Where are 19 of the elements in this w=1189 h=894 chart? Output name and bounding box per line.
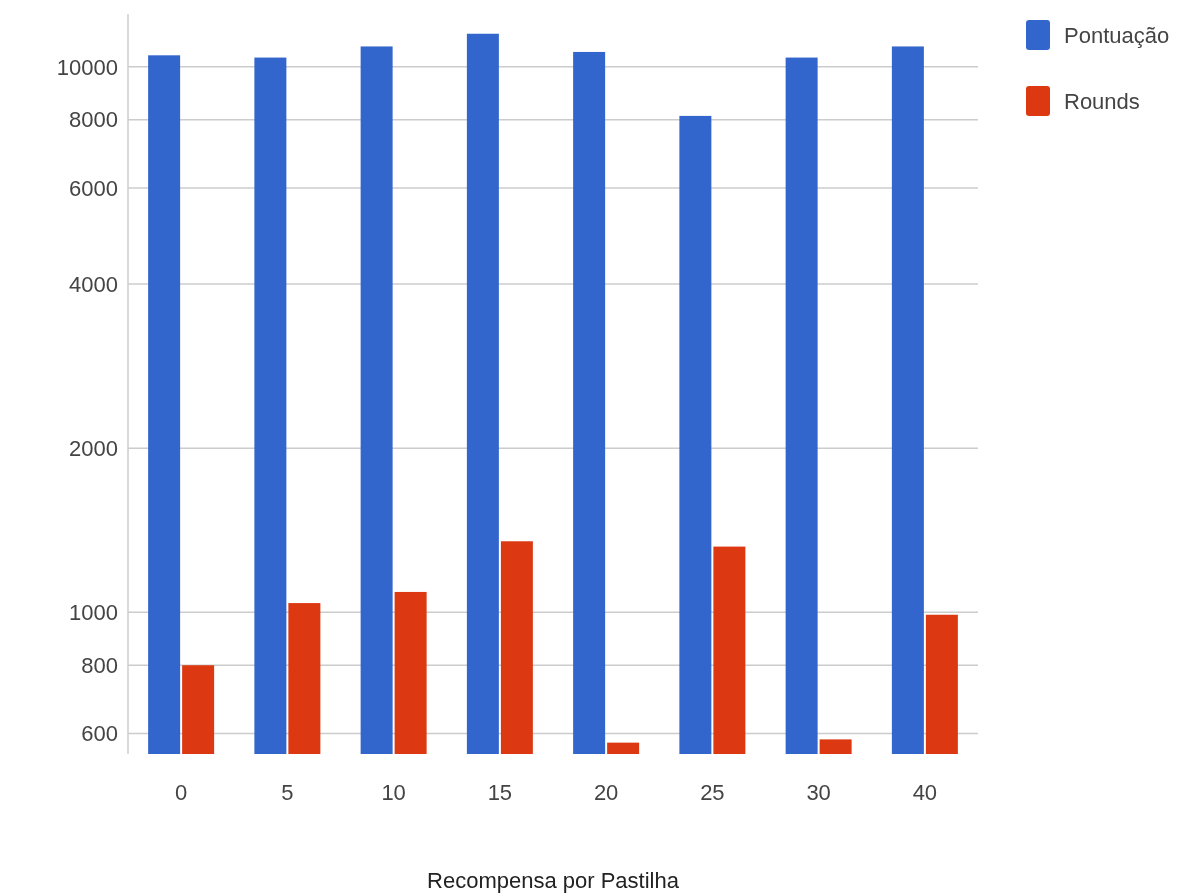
x-tick-label: 25 [700, 780, 725, 805]
x-tick-label: 0 [175, 780, 188, 805]
y-tick-label: 10000 [56, 54, 118, 80]
x-tick-label: 20 [593, 780, 619, 805]
y-tick-label: 800 [81, 652, 118, 678]
x-tick-label: 30 [806, 780, 831, 805]
x-tick-label: 40 [912, 780, 938, 805]
y-tick-label: 2000 [69, 435, 118, 461]
x-tick-label: 15 [487, 780, 513, 805]
y-tick-label: 6000 [69, 175, 118, 201]
x-axis-title: Recompensa por Pastilha [427, 868, 680, 893]
x-tick-label: 5 [281, 780, 294, 805]
y-tick-label: 4000 [69, 271, 118, 297]
legend-label: Pontuação [1064, 22, 1170, 48]
y-tick-label: 600 [81, 721, 118, 747]
y-tick-label: 1000 [69, 600, 118, 626]
x-tick-label: 10 [381, 780, 406, 805]
y-tick-label: 8000 [69, 107, 118, 133]
legend-label: Rounds [1064, 88, 1140, 114]
